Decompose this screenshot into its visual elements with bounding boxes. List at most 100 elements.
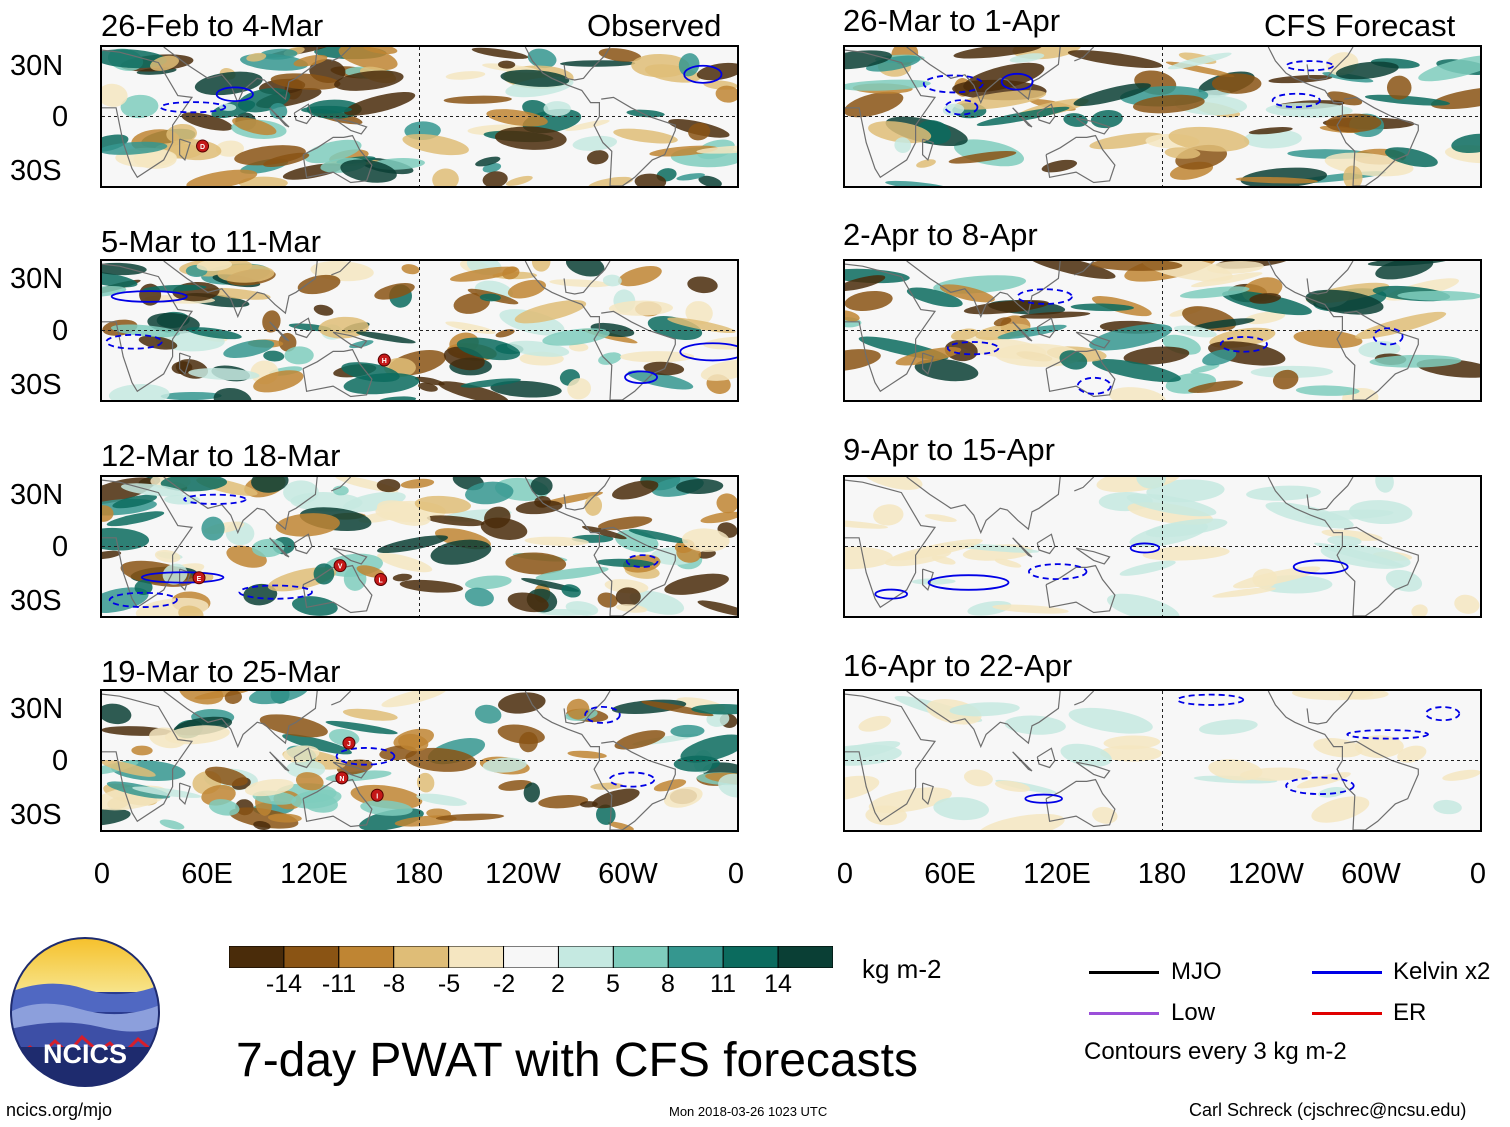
logo-text: NCICS xyxy=(43,1039,127,1069)
lat-label-eq: 0 xyxy=(52,101,69,133)
lon-label: 120E xyxy=(280,858,348,890)
observed-panel-title: 5-Mar to 11-Mar xyxy=(101,224,321,259)
colorbar-svg xyxy=(228,945,834,969)
legend-label-kelvin: Kelvin x2 xyxy=(1393,958,1491,985)
colorbar-swatch xyxy=(503,945,559,969)
lon-label: 120E xyxy=(1023,858,1091,890)
lat-label-30n: 30N xyxy=(10,479,64,511)
colorbar-swatch xyxy=(667,945,724,969)
forecast-map-panel xyxy=(843,45,1482,188)
lon-label: 180 xyxy=(394,858,444,890)
footer-url: ncics.org/mjo xyxy=(6,1100,113,1120)
storm-marker: N xyxy=(335,771,349,785)
forecast-map-panel xyxy=(843,259,1482,402)
storm-marker: V xyxy=(333,559,347,573)
observed-map-panel: D xyxy=(100,45,739,188)
observed-label: Observed xyxy=(587,8,722,43)
pwat-anomaly-map: J N I xyxy=(102,691,737,830)
legend-label-low: Low xyxy=(1171,999,1216,1026)
footer-timestamp: Mon 2018-03-26 1023 UTC xyxy=(669,1104,828,1119)
storm-label: I xyxy=(376,793,378,800)
storm-marker: I xyxy=(370,788,384,802)
storm-marker: E xyxy=(192,571,206,585)
forecast-panel-title: 16-Apr to 22-Apr xyxy=(843,648,1073,683)
lat-label-30s: 30S xyxy=(10,369,62,401)
observed-map-panel: J N I xyxy=(100,689,739,832)
colorbar-tick: 14 xyxy=(764,970,792,998)
storm-label: V xyxy=(338,564,343,571)
forecast-panel-title: 2-Apr to 8-Apr xyxy=(843,217,1038,252)
storm-label: L xyxy=(379,578,384,585)
pwat-anomaly-map xyxy=(845,691,1480,830)
colorbar-swatch xyxy=(393,945,450,969)
ncics-logo: NCICS xyxy=(10,937,160,1087)
colorbar-swatch xyxy=(612,945,669,969)
main-title: 7-day PWAT with CFS forecasts xyxy=(236,1034,918,1087)
colorbar-swatch xyxy=(283,945,340,969)
colorbar-tick: -2 xyxy=(492,970,516,998)
legend-line-er xyxy=(1312,1012,1382,1015)
lat-label-eq: 0 xyxy=(52,315,69,347)
lon-label: 120W xyxy=(485,858,561,890)
pwat-anomaly-map: D xyxy=(102,47,737,186)
lat-label-eq: 0 xyxy=(52,745,69,777)
pwat-anomaly-map: H xyxy=(102,261,737,400)
storm-marker: H xyxy=(377,353,391,367)
storm-label: D xyxy=(200,144,205,151)
pwat-anomaly-map: E V L xyxy=(102,477,737,616)
pwat-anomaly-map xyxy=(845,47,1480,186)
legend-line-mjo xyxy=(1089,971,1159,974)
colorbar-tick: 8 xyxy=(661,970,675,998)
forecast-label: CFS Forecast xyxy=(1264,8,1456,43)
lon-label: 60W xyxy=(1341,858,1401,890)
colorbar-swatch xyxy=(228,945,285,969)
legend-line-kelvin xyxy=(1312,971,1382,974)
observed-panel-title: 12-Mar to 18-Mar xyxy=(101,438,341,473)
lon-label: 120W xyxy=(1228,858,1304,890)
pwat-anomaly-map xyxy=(845,477,1480,616)
legend-line-low xyxy=(1089,1012,1159,1015)
lat-label-eq: 0 xyxy=(52,531,69,563)
lon-label: 0 xyxy=(93,858,111,890)
legend-note: Contours every 3 kg m-2 xyxy=(1084,1038,1347,1065)
colorbar-tick: -11 xyxy=(321,970,357,998)
observed-map-panel: H xyxy=(100,259,739,402)
colorbar-tick: -14 xyxy=(265,970,303,998)
observed-map-panel: E V L xyxy=(100,475,739,618)
lon-label: 0 xyxy=(727,858,745,890)
colorbar-unit: kg m-2 xyxy=(862,954,942,984)
colorbar-tick: 5 xyxy=(606,970,620,998)
lon-label: 180 xyxy=(1137,858,1187,890)
colorbar-tick: -5 xyxy=(437,970,461,998)
colorbar-swatch xyxy=(557,945,614,969)
colorbar-swatch xyxy=(777,945,834,969)
storm-label: N xyxy=(339,776,344,783)
storm-marker: D xyxy=(196,139,210,153)
lat-label-30s: 30S xyxy=(10,799,62,831)
legend-label-mjo: MJO xyxy=(1171,958,1222,985)
lon-label: 0 xyxy=(1469,858,1487,890)
lat-label-30n: 30N xyxy=(10,263,64,295)
footer-author: Carl Schreck (cjschrec@ncsu.edu) xyxy=(1189,1100,1467,1120)
observed-panel-title: 26-Feb to 4-Mar xyxy=(101,8,324,43)
storm-marker: L xyxy=(374,573,388,587)
forecast-panel-title: 9-Apr to 15-Apr xyxy=(843,432,1055,467)
storm-label: E xyxy=(197,576,202,583)
lon-label: 60E xyxy=(924,858,976,890)
colorbar-tick: 2 xyxy=(551,970,565,998)
storm-label: J xyxy=(347,741,351,748)
colorbar-tick: 11 xyxy=(710,970,736,998)
colorbar-swatch xyxy=(448,945,505,969)
colorbar-swatch xyxy=(338,945,395,969)
observed-panel-title: 19-Mar to 25-Mar xyxy=(101,654,341,689)
forecast-map-panel xyxy=(843,475,1482,618)
lon-label: 60E xyxy=(181,858,233,890)
lat-label-30s: 30S xyxy=(10,155,62,187)
forecast-map-panel xyxy=(843,689,1482,832)
lat-label-30s: 30S xyxy=(10,585,62,617)
colorbar-tick: -8 xyxy=(382,970,406,998)
lat-label-30n: 30N xyxy=(10,693,64,725)
storm-marker: J xyxy=(342,736,356,750)
pwat-anomaly-map xyxy=(845,261,1480,400)
lat-label-30n: 30N xyxy=(10,50,64,82)
